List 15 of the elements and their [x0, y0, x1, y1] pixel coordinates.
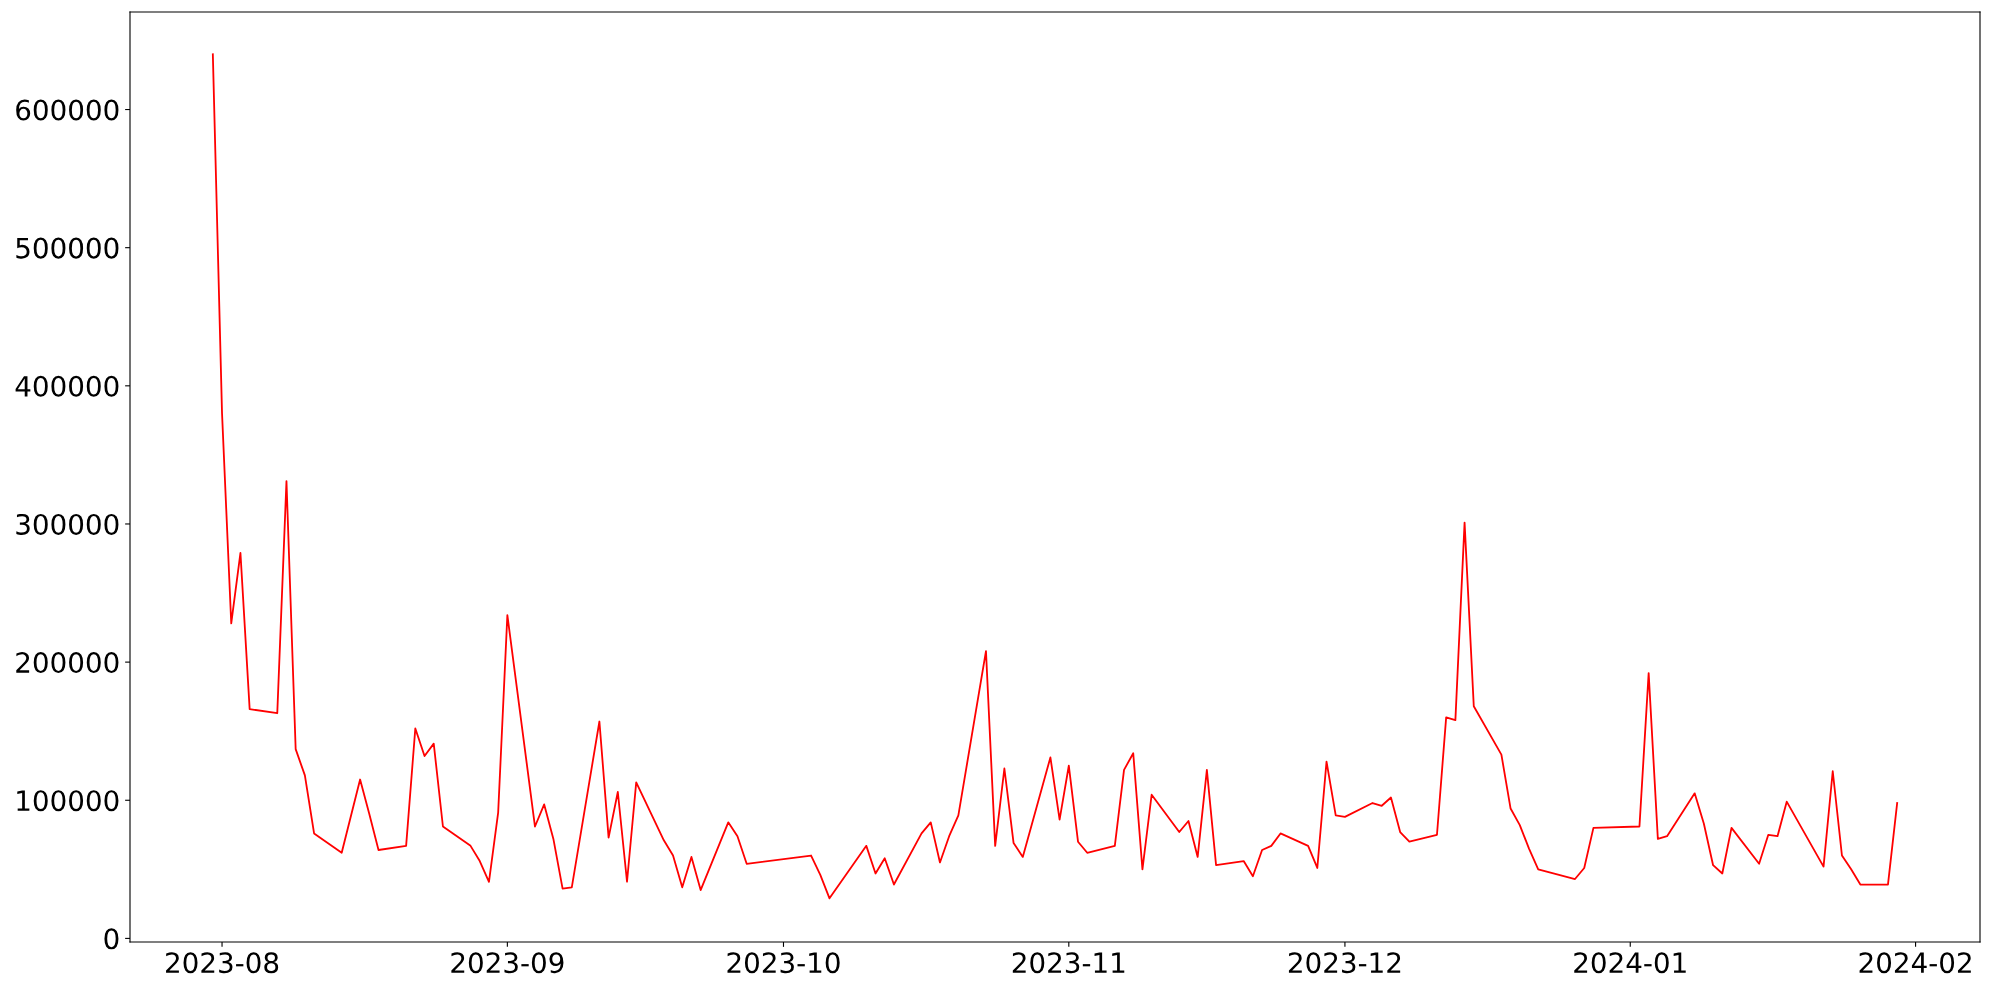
x-tick-label: 2024-01 — [1574, 952, 1686, 974]
x-tick-label: 2023-12 — [1288, 952, 1401, 974]
y-tick-label: 300000 — [16, 513, 119, 535]
x-tick-label: 2023-11 — [1012, 952, 1125, 974]
y-tick-label: 0 — [104, 928, 119, 950]
x-tick-label: 2023-09 — [451, 952, 564, 974]
x-tick-label: 2023-10 — [727, 952, 840, 974]
y-tick-label: 100000 — [17, 790, 119, 812]
x-tick-label: 2023-08 — [166, 952, 279, 974]
y-tick-label: 600000 — [16, 99, 119, 121]
x-tick-label: 2024-02 — [1859, 952, 1971, 974]
line-series — [211, 53, 1899, 900]
y-tick-label: 400000 — [15, 375, 119, 397]
y-tick-label: 500000 — [16, 237, 119, 259]
y-tick-label: 200000 — [16, 652, 119, 674]
